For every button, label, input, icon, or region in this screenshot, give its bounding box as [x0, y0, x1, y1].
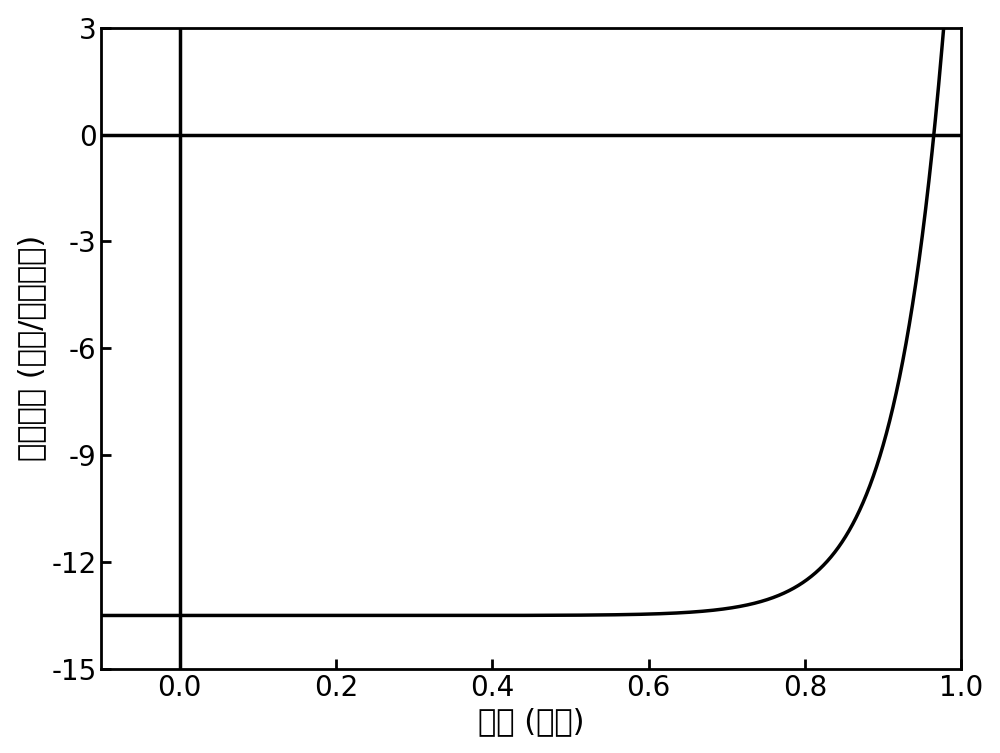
X-axis label: 电压 (伏特): 电压 (伏特) [478, 707, 585, 736]
Y-axis label: 电流密度 (毫安/平方厘米): 电流密度 (毫安/平方厘米) [17, 235, 46, 462]
